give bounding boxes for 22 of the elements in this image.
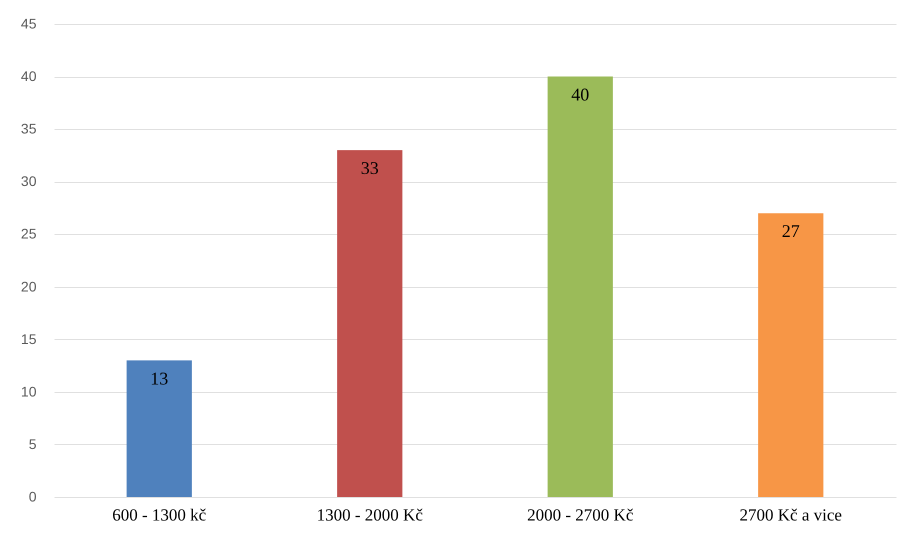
y-tick-label: 35 (20, 120, 37, 137)
y-tick-label: 25 (20, 226, 37, 242)
bar (758, 213, 824, 497)
x-tick-label: 2700 Kč a vice (740, 506, 842, 524)
bar (337, 150, 402, 497)
y-tick-label: 10 (20, 383, 37, 400)
data-label: 27 (782, 221, 800, 242)
bar (548, 76, 613, 497)
y-tick-label: 20 (20, 278, 37, 294)
x-tick-label: 2000 - 2700 Kč (527, 506, 634, 524)
x-tick-label: 1300 - 2000 Kč (316, 506, 424, 524)
bar (126, 360, 192, 497)
y-tick-label: 5 (28, 436, 37, 452)
y-tick-label: 40 (20, 68, 37, 84)
y-tick-label: 0 (28, 488, 37, 504)
data-label: 13 (150, 368, 168, 388)
y-tick-label: 45 (20, 16, 37, 32)
y-tick-label: 30 (20, 173, 37, 190)
data-label: 40 (571, 84, 590, 105)
x-tick-label: 600 - 1300 kč (112, 506, 207, 524)
data-label: 33 (360, 158, 379, 178)
y-tick-label: 15 (20, 330, 37, 347)
